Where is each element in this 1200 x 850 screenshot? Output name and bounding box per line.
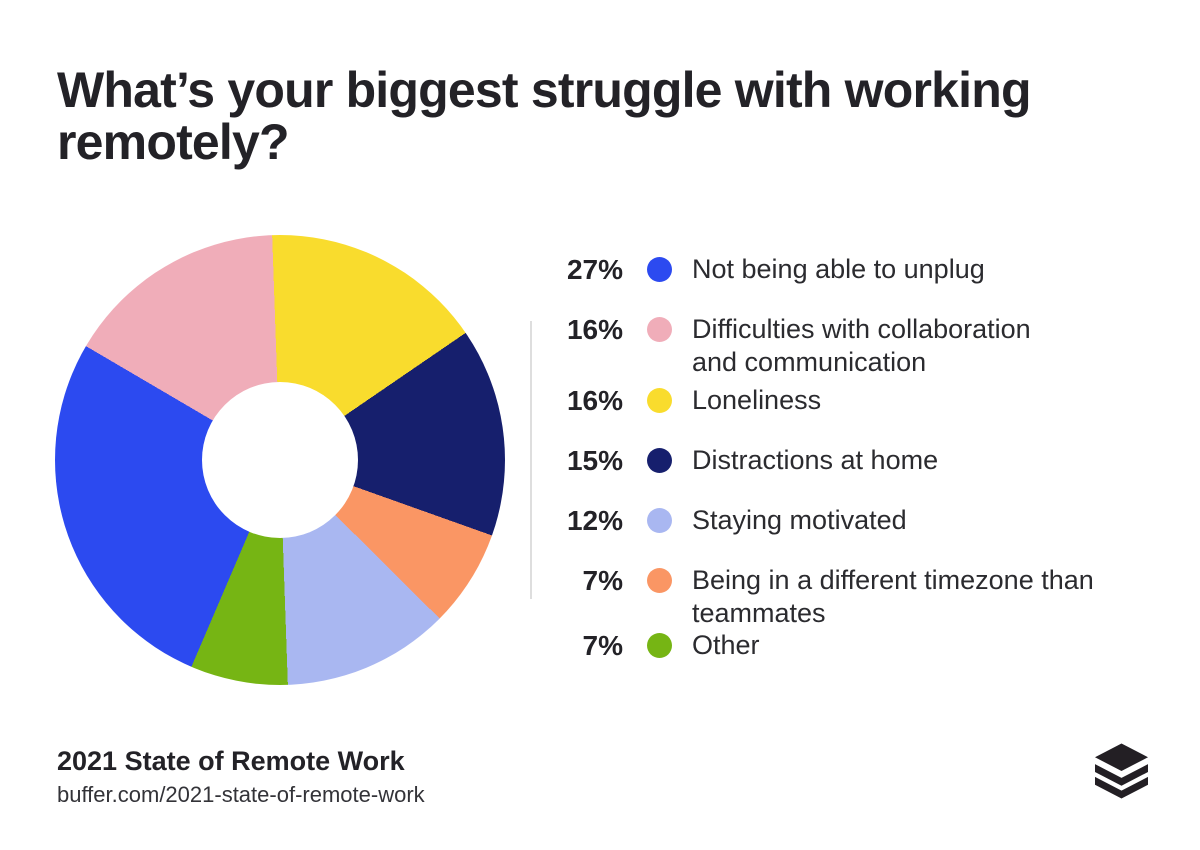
legend-label: Not being able to unplug <box>692 254 985 284</box>
legend-percent: 12% <box>566 505 623 536</box>
legend-percent: 7% <box>582 565 623 596</box>
legend-item: 16% Difficulties with collaboration and … <box>555 313 1135 379</box>
legend-item: 16% Loneliness <box>555 384 1135 417</box>
legend-percent: 15% <box>566 445 623 476</box>
legend-item: 27% Not being able to unplug <box>555 253 1135 286</box>
report-url: buffer.com/2021-state-of-remote-work <box>57 782 425 807</box>
legend-item: 12% Staying motivated <box>555 504 1135 537</box>
legend-label: Difficulties with collaboration and comm… <box>692 314 1031 377</box>
logo-diamond-layer <box>1095 743 1148 771</box>
legend-percent: 7% <box>582 630 623 661</box>
legend-percent: 16% <box>566 385 623 416</box>
legend-color-dot <box>647 388 672 413</box>
logo-chevron-layer-1 <box>1095 764 1148 786</box>
donut-hole <box>202 382 358 538</box>
legend-color-dot <box>647 448 672 473</box>
legend-divider <box>530 321 532 599</box>
legend-label: Loneliness <box>692 385 822 415</box>
buffer-logo-icon <box>1095 743 1148 799</box>
legend-label: Distractions at home <box>692 445 939 475</box>
legend-color-dot <box>647 257 672 282</box>
legend-color-dot <box>647 633 672 658</box>
legend-color-dot <box>647 317 672 342</box>
chart-legend: 27% Not being able to unplug 16% Difficu… <box>555 253 1135 689</box>
report-title: 2021 State of Remote Work <box>57 746 405 776</box>
legend-label: Staying motivated <box>692 505 907 535</box>
donut-chart <box>55 235 505 685</box>
legend-item: 15% Distractions at home <box>555 444 1135 477</box>
logo-chevron-layer-2 <box>1095 776 1148 799</box>
legend-label: Being in a different timezone than teamm… <box>692 565 1094 628</box>
legend-percent: 16% <box>566 314 623 345</box>
page-title: What’s your biggest struggle with workin… <box>57 62 1032 170</box>
legend-item: 7% Other <box>555 629 1135 662</box>
legend-label: Other <box>692 630 760 660</box>
legend-item: 7% Being in a different timezone than te… <box>555 564 1135 630</box>
legend-color-dot <box>647 508 672 533</box>
legend-color-dot <box>647 568 672 593</box>
legend-percent: 27% <box>566 254 623 285</box>
